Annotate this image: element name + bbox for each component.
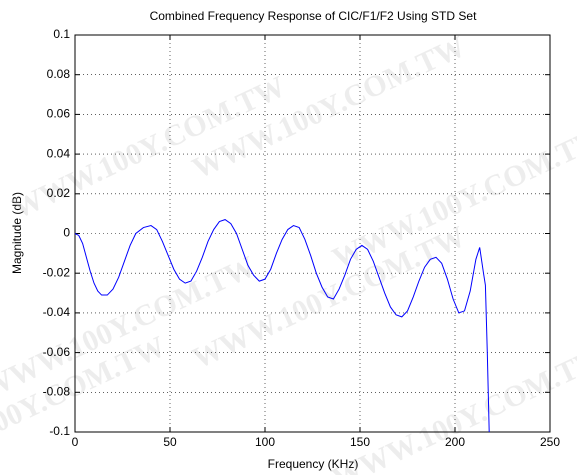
x-axis-label: Frequency (KHz): [268, 457, 359, 471]
y-tick-label: -0.04: [43, 305, 71, 319]
y-tick-label: -0.06: [43, 345, 71, 359]
y-tick-label: 0.1: [53, 27, 70, 41]
y-tick-label: -0.02: [43, 265, 71, 279]
x-tick-label: 250: [540, 435, 560, 449]
x-tick-label: 200: [445, 435, 465, 449]
y-tick-label: 0.04: [47, 146, 71, 160]
x-tick-label: 100: [255, 435, 275, 449]
data-line: [74, 219, 490, 433]
y-tick-label: -0.08: [43, 384, 71, 398]
y-tick-label: 0.02: [47, 186, 71, 200]
y-tick-label: -0.1: [49, 424, 70, 438]
y-tick-label: 0.08: [47, 67, 71, 81]
x-tick-label: 0: [72, 435, 79, 449]
x-tick-label: 150: [350, 435, 370, 449]
y-tick-label: 0: [63, 226, 70, 240]
x-tick-label: 50: [163, 435, 177, 449]
y-tick-label: 0.06: [47, 107, 71, 121]
y-axis-label: Magnitude (dB): [10, 192, 24, 274]
chart-title: Combined Frequency Response of CIC/F1/F2…: [150, 9, 477, 23]
